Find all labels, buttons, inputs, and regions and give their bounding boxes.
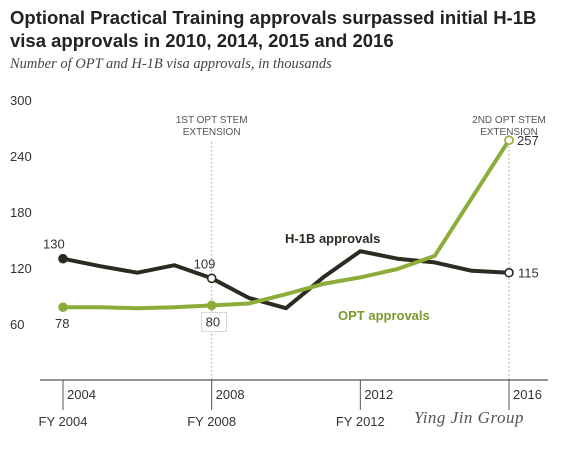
data-point-marker — [504, 135, 514, 146]
data-point-marker — [206, 300, 217, 311]
annotation-label: 2ND OPT STEM — [472, 115, 546, 126]
annotation-label: 1ST OPT STEM — [176, 115, 248, 126]
x-tick-label-fy: FY 2012 — [336, 414, 385, 429]
h1b-series-line — [61, 249, 511, 311]
data-point-marker — [504, 267, 514, 278]
chart-title: Optional Practical Training approvals su… — [10, 7, 537, 51]
annotation-label: EXTENSION — [183, 127, 241, 138]
y-tick-label: 300 — [10, 93, 32, 108]
series-label-h1b: H-1B approvals — [285, 231, 380, 246]
x-tick-label-fy: FY 2004 — [39, 414, 88, 429]
data-label: 257 — [517, 133, 539, 148]
y-tick-label: 180 — [10, 205, 32, 220]
watermark: Ying Jin Group — [414, 408, 524, 427]
data-label: 109 — [194, 256, 216, 271]
y-tick-label: 60 — [10, 317, 24, 332]
x-tick-label: 2004 — [67, 387, 96, 402]
x-tick-label-fy: FY 2008 — [187, 414, 236, 429]
series-label-opt: OPT approvals — [338, 308, 430, 323]
chart-subtitle: Number of OPT and H-1B visa approvals, i… — [10, 56, 332, 72]
annotation-label: EXTENSION — [480, 127, 538, 138]
data-label: 130 — [43, 237, 65, 252]
data-label-box — [201, 311, 228, 332]
x-tick-label: 2016 — [513, 387, 542, 402]
data-point-marker — [206, 273, 217, 284]
y-tick-label: 240 — [10, 149, 32, 164]
data-point-marker — [58, 302, 68, 313]
opt-series-line — [61, 138, 511, 311]
y-tick-label: 120 — [10, 261, 32, 276]
data-label: 78 — [55, 316, 69, 331]
data-label: 80 — [206, 314, 220, 329]
x-tick-label: 2012 — [364, 387, 393, 402]
x-tick-label: 2008 — [216, 387, 245, 402]
data-point-marker — [58, 253, 68, 264]
data-label: 115 — [518, 266, 539, 281]
